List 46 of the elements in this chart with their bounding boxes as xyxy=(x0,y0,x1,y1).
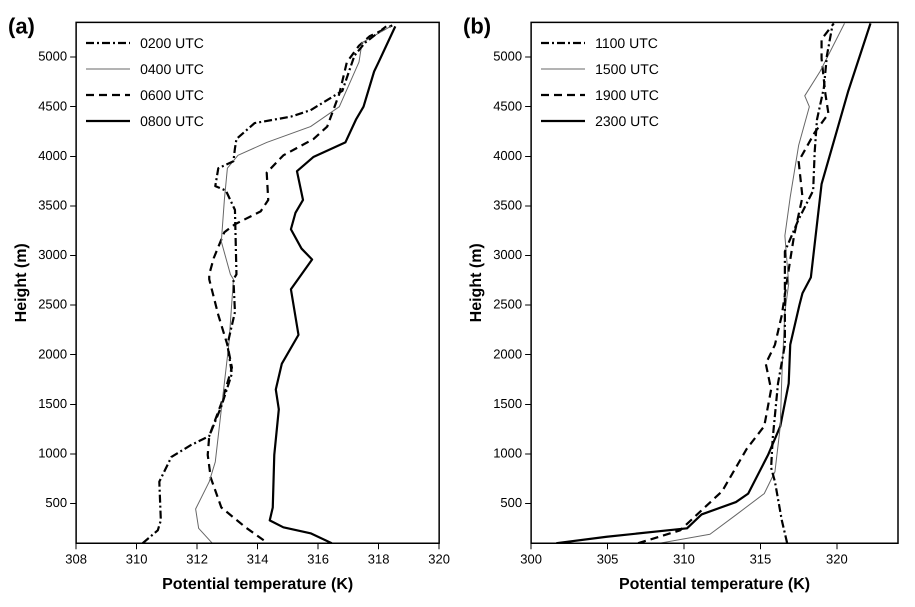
x-tick-label: 312 xyxy=(186,552,208,567)
legend-label: 2300 UTC xyxy=(595,113,659,130)
y-tick-label: 4000 xyxy=(38,148,68,163)
x-tick-label: 310 xyxy=(126,552,148,567)
x-tick-label: 305 xyxy=(596,552,618,567)
y-axis-title: Height (m) xyxy=(13,243,30,322)
y-tick-label: 500 xyxy=(45,495,68,510)
legend-label: 0800 UTC xyxy=(140,113,204,130)
y-tick-label: 500 xyxy=(500,495,522,510)
x-tick-label: 316 xyxy=(307,552,329,567)
x-axis-title: Potential temperature (K) xyxy=(618,576,810,593)
y-tick-label: 3000 xyxy=(38,247,68,262)
y-tick-label: 2000 xyxy=(493,346,522,362)
y-tick-label: 4500 xyxy=(38,98,68,114)
y-tick-label: 1500 xyxy=(38,396,68,411)
x-tick-label: 300 xyxy=(520,552,542,567)
chart-title: (b) xyxy=(463,13,492,38)
y-tick-label: 1500 xyxy=(493,396,522,411)
y-tick-label: 4000 xyxy=(493,148,522,163)
x-tick-label: 320 xyxy=(826,552,848,567)
y-tick-label: 1000 xyxy=(493,446,522,460)
y-tick-label: 5000 xyxy=(38,48,68,64)
chart-title: (a) xyxy=(8,13,35,38)
x-axis-title: Potential temperature (K) xyxy=(162,576,354,593)
y-tick-label: 2000 xyxy=(38,346,68,362)
x-tick-label: 314 xyxy=(246,552,268,567)
legend-label: 0600 UTC xyxy=(140,87,204,104)
x-tick-label: 315 xyxy=(750,552,772,567)
y-tick-label: 2500 xyxy=(38,296,68,312)
legend-label: 0200 UTC xyxy=(140,35,204,52)
x-tick-label: 308 xyxy=(65,552,87,567)
y-axis-title: Height (m) xyxy=(468,243,486,322)
x-tick-label: 318 xyxy=(368,552,390,567)
y-tick-label: 4500 xyxy=(493,98,522,114)
legend-label: 1900 UTC xyxy=(595,87,659,104)
legend-label: 1100 UTC xyxy=(595,35,658,52)
y-tick-label: 3500 xyxy=(38,198,68,212)
y-tick-label: 5000 xyxy=(493,48,522,64)
x-tick-label: 320 xyxy=(428,552,450,567)
legend-label: 1500 UTC xyxy=(595,61,659,78)
x-tick-label: 310 xyxy=(673,552,695,567)
y-tick-label: 3000 xyxy=(493,247,522,262)
y-tick-label: 3500 xyxy=(493,198,522,212)
y-tick-label: 1000 xyxy=(38,446,68,460)
legend-label: 0400 UTC xyxy=(140,61,204,78)
y-tick-label: 2500 xyxy=(493,296,522,312)
